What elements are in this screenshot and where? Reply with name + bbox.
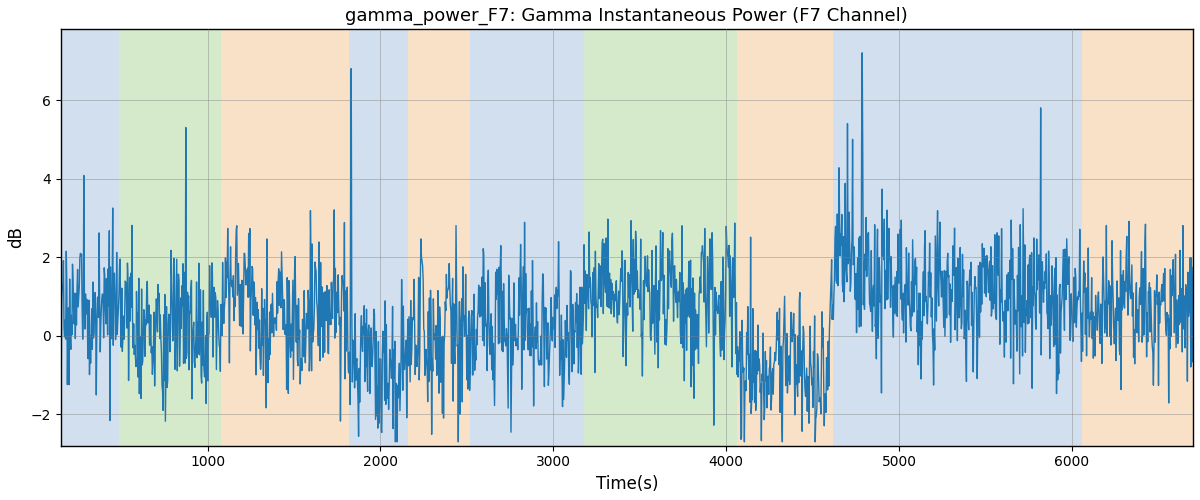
Bar [470, 30, 584, 446]
Bar [834, 30, 1082, 446]
Bar [221, 30, 349, 446]
Bar [60, 30, 119, 446]
Bar [119, 30, 221, 446]
Title: gamma_power_F7: Gamma Instantaneous Power (F7 Channel): gamma_power_F7: Gamma Instantaneous Powe… [346, 7, 908, 25]
Bar [408, 30, 470, 446]
Bar [1082, 30, 1193, 446]
Bar [349, 30, 408, 446]
Bar [584, 30, 737, 446]
Bar [737, 30, 834, 446]
Y-axis label: dB: dB [7, 226, 25, 248]
X-axis label: Time(s): Time(s) [595, 475, 658, 493]
